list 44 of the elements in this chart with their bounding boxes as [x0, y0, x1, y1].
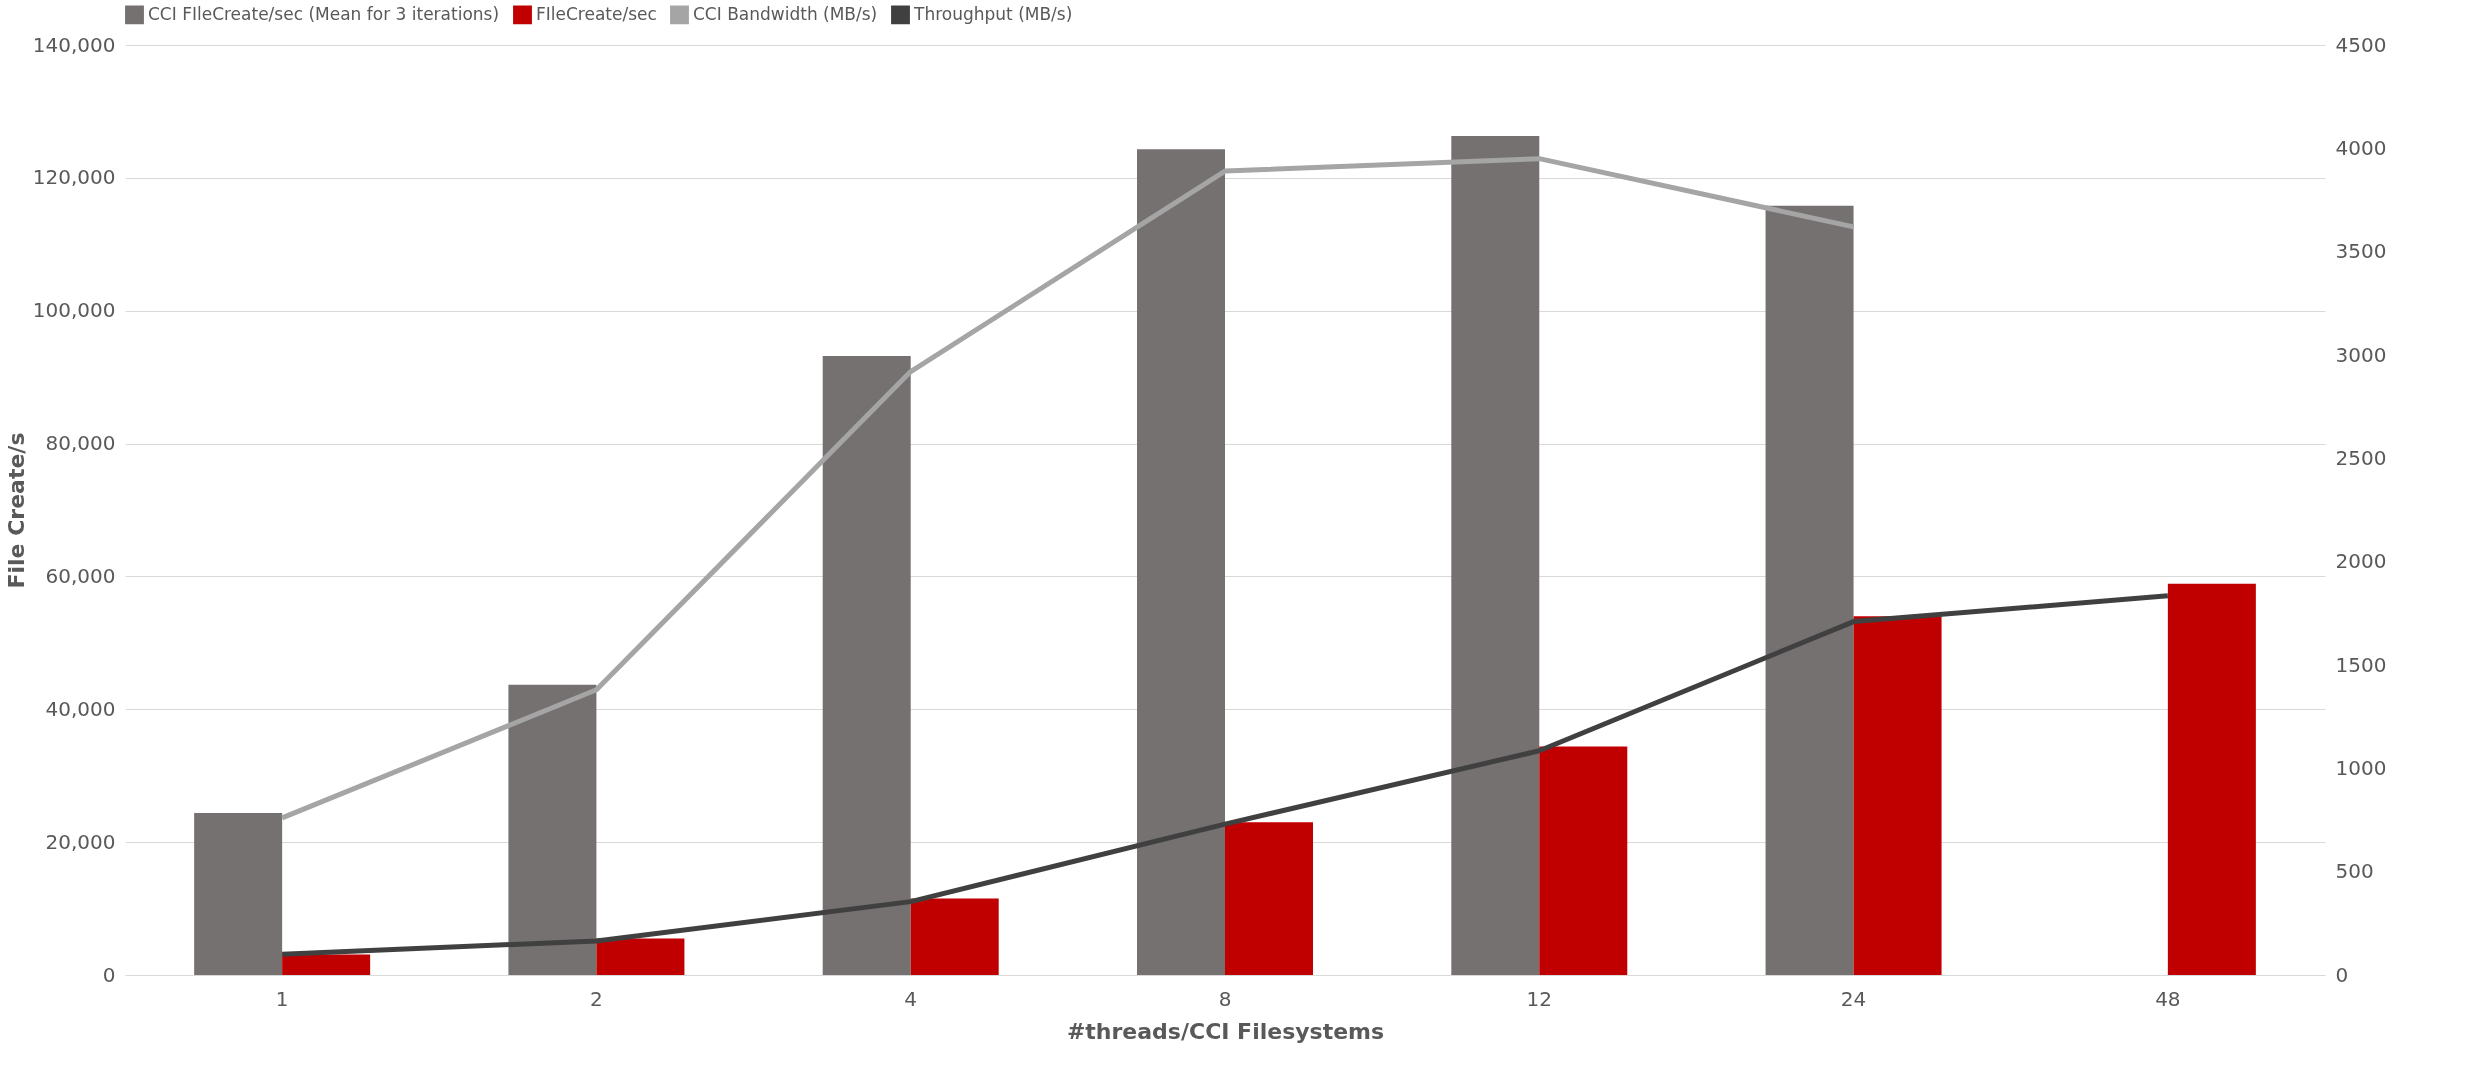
legend-label: CCI Bandwidth (MB/s): [693, 3, 878, 24]
y-tick-label: 60,000: [45, 563, 116, 588]
legend-label: FIleCreate/sec: [536, 3, 657, 24]
bar: [1451, 136, 1540, 975]
y2-tick-label: 3500: [2335, 239, 2387, 264]
bar: [282, 954, 371, 975]
y2-tick-label: 4000: [2335, 135, 2387, 160]
x-tick-label: 8: [1218, 986, 1232, 1011]
bar: [822, 355, 911, 975]
y2-tick-label: 1500: [2335, 652, 2387, 677]
bar: [1765, 205, 1854, 975]
y2-tick-label: 3000: [2335, 342, 2387, 367]
x-tick-label: 1: [275, 986, 289, 1011]
legend-label: Throughput (MB/s): [913, 3, 1073, 24]
y-tick-label: 0: [102, 962, 116, 987]
x-tick-label: 12: [1526, 986, 1553, 1011]
x-tick-label: 2: [590, 986, 603, 1011]
legend-label: CCI FIleCreate/sec (Mean for 3 iterations): [148, 3, 500, 24]
bar: [1539, 746, 1628, 975]
bar: [2167, 583, 2256, 975]
y-tick-label: 80,000: [45, 431, 116, 456]
y-tick-label: 20,000: [45, 829, 116, 854]
bar: [194, 812, 283, 975]
y2-tick-label: 0: [2335, 962, 2349, 987]
y2-tick-label: 1000: [2335, 755, 2387, 780]
bar: [1853, 616, 1942, 975]
y-tick-label: 100,000: [32, 298, 116, 323]
bar: [1137, 149, 1225, 975]
bar: [1225, 822, 1313, 975]
x-tick-label: 4: [904, 986, 918, 1011]
x-tick-label: 48: [2155, 986, 2181, 1011]
bar: [910, 898, 999, 975]
x-tick-label: 24: [1840, 986, 1867, 1011]
y2-tick-label: 500: [2335, 859, 2374, 884]
y2-tick-label: 2500: [2335, 445, 2387, 470]
x-axis-title: #threads/CCI Filesystems: [1066, 1018, 1385, 1044]
y-tick-label: 120,000: [32, 165, 116, 190]
y-tick-label: 140,000: [32, 32, 116, 57]
y-axis-title: File Create/s: [3, 432, 29, 589]
y2-tick-label: 4500: [2335, 32, 2387, 57]
y-tick-label: 40,000: [45, 696, 116, 721]
y2-tick-label: 2000: [2335, 549, 2387, 574]
bar: [596, 938, 685, 975]
bar: [508, 684, 597, 975]
